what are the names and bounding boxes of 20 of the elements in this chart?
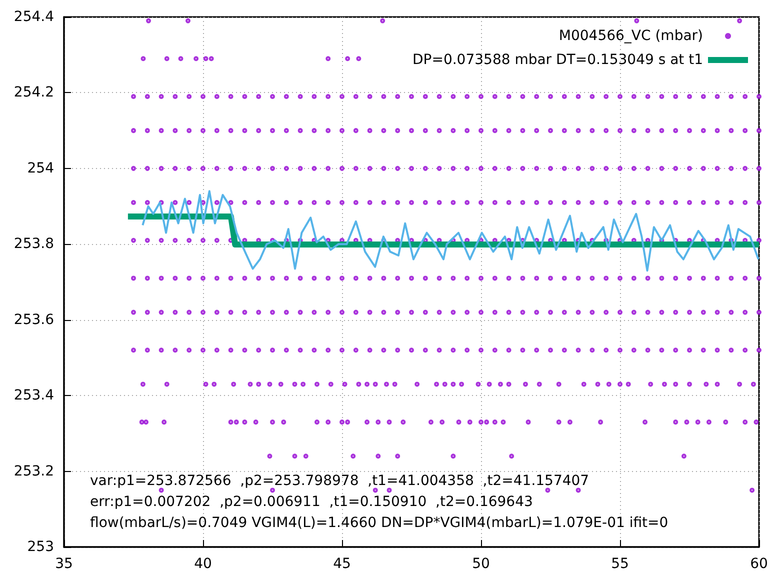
annotation: err:p1=0.007202 ,p2=0.006911 ,t1=0.150910 ,t2=0.169643 [90,494,533,510]
legend-label: DP=0.073588 mbar DT=0.153049 s at t1 [412,52,703,68]
annotation: var:p1=253.872566 ,p2=253.798978 ,t1=41.004358 ,t2=41.157407 [90,473,590,489]
y-tick-label: 254 [27,160,54,176]
y-tick-label: 253.4 [14,388,54,404]
x-tick-label: 50 [472,556,490,572]
x-tick-label: 35 [55,556,73,572]
y-tick-label: 253.8 [14,236,54,252]
y-tick-label: 254.2 [14,84,54,101]
x-tick-label: 40 [194,556,212,572]
x-tick-label: 55 [611,556,629,572]
annotation: flow(mbarL/s)=0.7049 VGIM4(L)=1.4660 DN=DP*VGIM4(mbarL)=1.079E-01 ifit=0 [90,515,668,531]
legend-label: M004566_VC (mbar) [558,28,703,44]
x-tick-label: 45 [333,556,351,572]
y-tick-label: 253.6 [14,312,54,328]
x-tick-label: 60 [750,556,768,572]
y-tick-label: 254.4 [14,9,54,25]
line-series [142,190,760,272]
y-tick-label: 253.2 [14,463,54,480]
y-tick-label: 253 [27,539,54,555]
